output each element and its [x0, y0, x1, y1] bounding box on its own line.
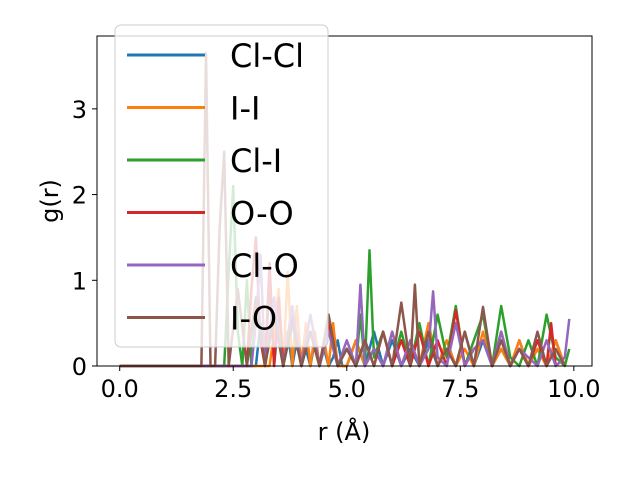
x-axis-label: r (Å): [318, 417, 371, 446]
legend: Cl-Cl I-I Cl-I O-O Cl-O I-O: [114, 24, 329, 348]
legend-label-i-o: I-O: [230, 300, 277, 338]
legend-label-cl-i: Cl-I: [230, 142, 282, 180]
x-tick-label: 10.0: [547, 375, 600, 403]
y-axis-ticks: 0 1 2 3: [72, 96, 97, 381]
x-tick-label: 2.5: [214, 375, 252, 403]
x-tick-label: 5.0: [328, 375, 366, 403]
legend-label-cl-cl: Cl-Cl: [230, 37, 304, 75]
x-axis-ticks: 0.0 2.5 5.0 7.5 10.0: [101, 366, 601, 403]
y-axis-label: g(r): [36, 179, 64, 223]
legend-label-i-i: I-I: [230, 90, 260, 128]
legend-label-o-o: O-O: [230, 195, 294, 233]
y-tick-label: 3: [72, 96, 87, 124]
y-tick-label: 1: [72, 267, 87, 295]
y-tick-label: 0: [72, 353, 87, 381]
plot-frame: [96, 35, 593, 367]
legend-label-cl-o: Cl-O: [230, 247, 299, 285]
x-tick-label: 0.0: [101, 375, 139, 403]
y-tick-label: 2: [72, 182, 87, 210]
x-tick-label: 7.5: [441, 375, 479, 403]
